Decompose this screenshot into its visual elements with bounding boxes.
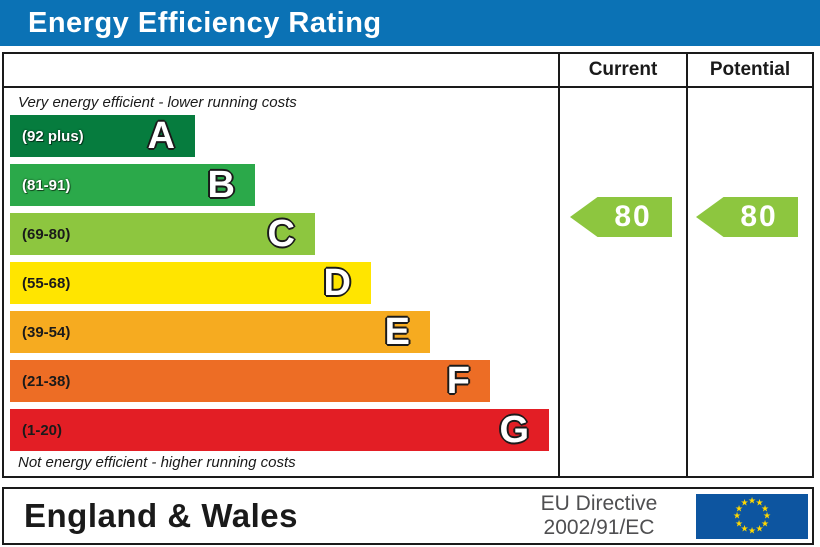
potential-rating-value: 80: [740, 200, 778, 233]
eu-star-icon: ★: [762, 510, 772, 521]
eu-star-icon: ★: [755, 497, 764, 508]
eu-star-icon: ★: [760, 518, 770, 528]
band-letter: G: [499, 409, 529, 451]
band-d: (55-68) D: [10, 262, 371, 304]
band-letter: F: [446, 360, 470, 402]
eu-directive-label: EU Directive 2002/91/EC: [506, 492, 692, 540]
rating-table: Current Potential Very energy efficient …: [2, 52, 814, 478]
eu-star-icon: ★: [740, 523, 749, 534]
band-a: (92 plus) A: [10, 115, 195, 157]
current-rating-value: 80: [614, 200, 652, 233]
column-divider-current: [558, 54, 560, 476]
band-b: (81-91) B: [10, 164, 255, 206]
band-range-label: (21-38): [22, 372, 71, 390]
current-rating-arrow: 80: [570, 197, 672, 237]
band-range-label: (69-80): [22, 225, 71, 243]
eu-star-icon: ★: [734, 518, 744, 528]
eu-star-icon: ★: [734, 503, 744, 513]
eu-star-icon: ★: [755, 523, 764, 534]
header-underline: [4, 86, 812, 88]
rating-bands: (92 plus) A (81-91) B (69-80) C (55-68) …: [4, 54, 558, 476]
eu-directive-line2: 2002/91/EC: [543, 516, 655, 539]
page-title: Energy Efficiency Rating: [28, 6, 382, 39]
caption-top: Very energy efficient - lower running co…: [18, 94, 297, 111]
band-range-label: (39-54): [22, 323, 71, 341]
band-letter: B: [207, 164, 235, 206]
band-range-label: (92 plus): [22, 127, 84, 145]
column-header-current: Current: [588, 59, 658, 80]
title-bar: Energy Efficiency Rating: [0, 0, 820, 46]
eu-star-icon: ★: [747, 495, 757, 506]
eu-directive-line1: EU Directive: [540, 492, 658, 515]
potential-rating-arrow: 80: [696, 197, 798, 237]
band-range-label: (81-91): [22, 176, 71, 194]
band-range-label: (1-20): [22, 421, 63, 439]
band-letter: E: [384, 311, 410, 353]
band-c: (69-80) C: [10, 213, 315, 255]
column-divider-potential: [686, 54, 688, 476]
eu-star-icon: ★: [732, 510, 742, 521]
eu-star-icon: ★: [747, 525, 757, 536]
column-header-potential: Potential: [709, 59, 791, 80]
caption-bottom: Not energy efficient - higher running co…: [18, 454, 296, 471]
band-letter: C: [267, 213, 295, 255]
band-e: (39-54) E: [10, 311, 430, 353]
band-range-label: (55-68): [22, 274, 71, 292]
eu-star-icon: ★: [760, 503, 770, 513]
band-f: (21-38) F: [10, 360, 490, 402]
region-label: England & Wales: [24, 497, 298, 534]
footer: England & Wales EU Directive 2002/91/EC …: [2, 487, 814, 545]
band-letter: A: [147, 115, 175, 157]
eu-star-icon: ★: [740, 497, 749, 508]
eu-flag: ★ ★ ★ ★ ★ ★ ★ ★ ★ ★ ★ ★: [696, 494, 808, 539]
band-g: (1-20) G: [10, 409, 549, 451]
band-letter: D: [323, 262, 351, 304]
